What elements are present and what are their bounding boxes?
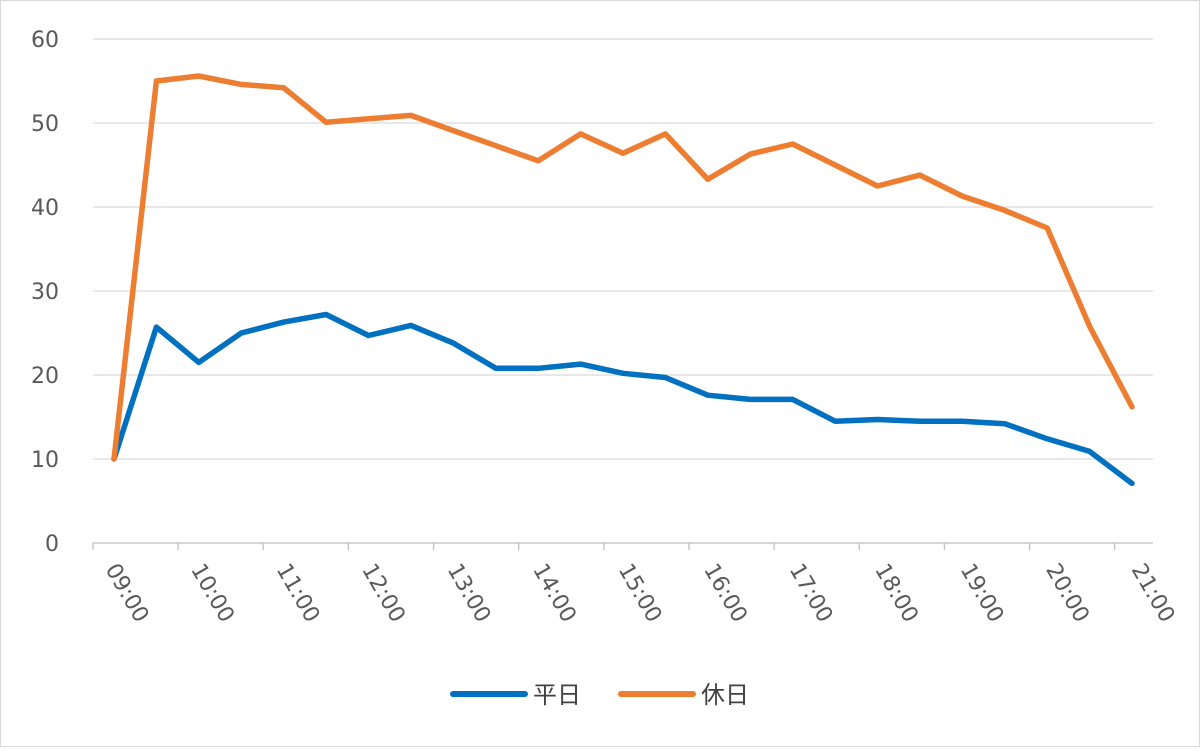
x-tick-label: 11:00 — [271, 560, 324, 627]
x-tick-label: 09:00 — [100, 560, 153, 627]
y-tick-label: 0 — [45, 532, 59, 557]
y-axis-tick-labels: 0 10 20 30 40 50 60 — [31, 28, 59, 557]
series-line-1 — [111, 73, 1135, 462]
x-tick-label: 21:00 — [1126, 560, 1179, 627]
x-tick-label: 13:00 — [442, 560, 495, 627]
x-tick-label: 14:00 — [527, 560, 580, 627]
y-tick-label: 50 — [31, 112, 59, 137]
x-tick-label: 17:00 — [784, 560, 837, 627]
gridlines — [93, 38, 1153, 460]
series-lines — [111, 73, 1135, 487]
legend-label: 平日 — [533, 681, 581, 709]
x-axis-tick-labels: 09:00 10:00 11:00 12:00 13:00 14:00 15:00 16:00… — [100, 560, 1179, 627]
x-tick-label: 15:00 — [613, 560, 666, 627]
legend: 平日 休日 — [450, 681, 749, 709]
y-tick-label: 60 — [31, 28, 59, 53]
y-tick-label: 20 — [31, 364, 59, 389]
y-tick-label: 30 — [31, 280, 59, 305]
y-tick-label: 40 — [31, 196, 59, 221]
x-tick-label: 18:00 — [869, 560, 922, 627]
y-tick-label: 10 — [31, 448, 59, 473]
x-tick-label: 10:00 — [185, 560, 238, 627]
x-tick-label: 16:00 — [698, 560, 751, 627]
legend-label: 休日 — [701, 681, 749, 709]
axes — [92, 542, 1153, 550]
series-line-0 — [111, 311, 1135, 487]
x-tick-label: 20:00 — [1040, 560, 1093, 627]
x-tick-label: 12:00 — [356, 560, 409, 627]
x-tick-label: 19:00 — [955, 560, 1008, 627]
